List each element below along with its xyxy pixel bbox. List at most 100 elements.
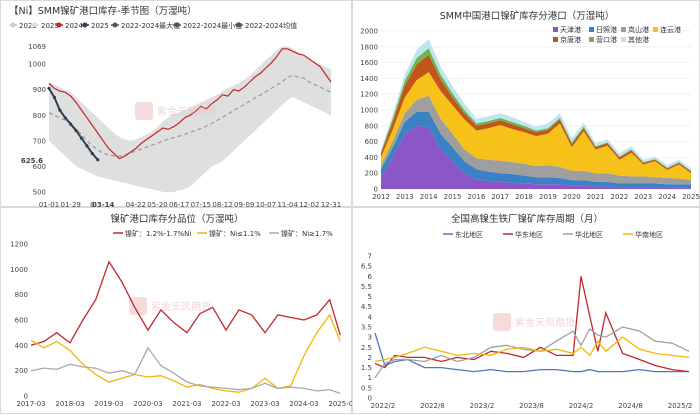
x-tick-label: 2020 — [563, 193, 581, 201]
ports-chart-panel: SMM中国港口镍矿库存分港口（万湿吨） 0 200 400 600 800 1000 1200… — [352, 0, 700, 207]
x-tick-label: 2023/2 — [470, 402, 495, 410]
cycle-chart-panel: 全国高镍生铁厂镍矿库存周期（月） 0 0.5 1 1.5 2 2.5 3 3.5 4 4.5 5 5.5… — [352, 207, 700, 414]
x-tick-label: 2024/2 — [569, 402, 594, 410]
y-tick-label: 1000 — [28, 61, 46, 69]
y-tick-label: 2000 — [360, 28, 378, 36]
x-tick-label: 05-20 — [147, 201, 167, 208]
x-tick-label: 0 — [90, 201, 94, 208]
area-0 — [381, 125, 691, 189]
legend-label: 2022-2024最大值 — [121, 21, 180, 30]
x-tick-label: 2018-03 — [55, 400, 84, 408]
y-tick-label: 4.5 — [361, 303, 372, 311]
x-tick-label: 04-22 — [126, 201, 146, 208]
y-tick-label: 1200 — [10, 241, 28, 249]
x-tick-label: 2012 — [372, 193, 390, 201]
legend-marker — [32, 22, 38, 28]
series-2025-point — [74, 128, 78, 133]
y-tick-label: 200 — [15, 367, 28, 375]
y-tick-label: 0 — [368, 395, 372, 403]
x-tick-label: 2019 — [539, 193, 557, 201]
y-tick-label: 600 — [15, 317, 28, 325]
y-tick-label: 1 — [368, 374, 372, 382]
series-2025-point — [47, 86, 51, 91]
series-mean-line — [48, 75, 332, 157]
y-tick-label: 200 — [365, 170, 378, 178]
legend-marker — [236, 22, 242, 28]
x-tick-label: 2022 — [611, 193, 629, 201]
legend-label: 其他港 — [628, 35, 649, 44]
y-tick-label: 900 — [33, 86, 46, 94]
x-tick-label: 2021-03 — [172, 400, 201, 408]
legend-label: 天津港 — [560, 25, 581, 34]
legend-swatch — [553, 37, 558, 42]
series-2025-point — [58, 108, 62, 112]
legend-label: 2025 — [91, 22, 109, 30]
y-tick-label: 400 — [15, 342, 28, 350]
y-tick-label: 5.5 — [361, 283, 372, 291]
legend-swatch — [621, 37, 626, 42]
x-tick-label: 2013 — [396, 193, 414, 201]
y-tick-label: 6 — [368, 273, 373, 281]
y-tick-label: 1000 — [360, 107, 378, 115]
legend-swatch — [589, 37, 594, 42]
x-tick-label: 2017-03 — [16, 400, 45, 408]
y-tick-label: 1000 — [10, 266, 28, 274]
watermark-logo — [493, 313, 511, 331]
series-2025-point — [69, 122, 73, 126]
legend-label: 京唐港 — [560, 35, 581, 44]
y-tick-label: 1200 — [360, 91, 378, 99]
y-tick-label: 800 — [33, 112, 46, 120]
range-band — [49, 46, 331, 193]
x-tick-label: 12-02 — [299, 201, 319, 208]
x-tick-label: 2023/8 — [519, 402, 544, 410]
legend-label: 2023 — [41, 22, 59, 30]
watermark: 紫金天风期货 — [151, 300, 211, 313]
legend-label: 东北地区 — [455, 230, 483, 239]
last-value-label: 625.6 — [21, 157, 43, 165]
x-tick-label: 2025/2 — [668, 402, 693, 410]
y-tick-label: 3 — [368, 334, 372, 342]
y-tick-label: 800 — [15, 291, 28, 299]
x-tick-label: 12-31 — [321, 201, 341, 208]
series-2025-point — [52, 95, 57, 99]
legend-label: 镍矿：1.2%-1.7%Ni — [125, 229, 191, 238]
y-tick-label: 1600 — [360, 59, 378, 67]
chart-title: SMM中国港口镍矿库存分港口（万湿吨） — [440, 10, 614, 22]
y-tick-label: 800 — [365, 122, 378, 130]
x-tick-label: 01-29 — [61, 201, 81, 208]
y-tick-label: 6.5 — [361, 263, 372, 271]
x-tick-label: 2021 — [587, 193, 605, 201]
x-tick-label: 2017 — [491, 193, 509, 201]
series-2025-point — [79, 136, 84, 140]
y-tick-label: 2.5 — [361, 344, 372, 352]
x-tick-label: 10-07 — [256, 201, 276, 208]
legend-swatch — [653, 27, 658, 32]
y-tick-label: 0 — [24, 393, 28, 401]
legend-marker — [112, 22, 118, 28]
y-tick-label: 7 — [368, 253, 372, 261]
seasonal-chart-panel: 【Ni】SMM镍矿港口库存-季节图（万湿吨） 2022 2023 2024 2025 20… — [0, 0, 352, 208]
y-tick-label: 1400 — [360, 75, 378, 83]
x-tick-label: 2023-03 — [250, 400, 279, 408]
series-line-0 — [374, 332, 689, 373]
watermark-logo — [129, 297, 147, 315]
series-2025-point — [90, 151, 94, 156]
legend-label: 2022 — [19, 22, 37, 30]
x-tick-label: 2024 — [658, 193, 676, 201]
y-tick-label: 3.5 — [361, 324, 372, 332]
legend-label: 2024 — [65, 22, 83, 30]
cycle-chart: 全国高镍生铁厂镍矿库存周期（月） 0 0.5 1 1.5 2 2.5 3 3.5 4 4.5 5 5.5… — [361, 213, 693, 410]
y-tick-label: 0.5 — [361, 384, 372, 392]
watermark: 紫金天风期货 — [515, 316, 575, 329]
y-tick-label: 600 — [365, 138, 378, 146]
x-tick-label: 2025 — [682, 193, 700, 201]
legend-label: 华北地区 — [575, 230, 603, 239]
area-1 — [381, 111, 691, 188]
series-2025-point — [85, 144, 89, 148]
y-tick-label: 2 — [368, 354, 372, 362]
y-tick-label: 400 — [365, 154, 378, 162]
x-tick-label: 2022/2 — [371, 402, 396, 410]
x-tick-label: 2023 — [634, 193, 652, 201]
x-tick-label: 2024/8 — [618, 402, 643, 410]
grades-chart-panel: 镍矿港口库存分品位（万湿吨） 0 200 400 600 800 1000 1200 2017-… — [0, 207, 353, 414]
